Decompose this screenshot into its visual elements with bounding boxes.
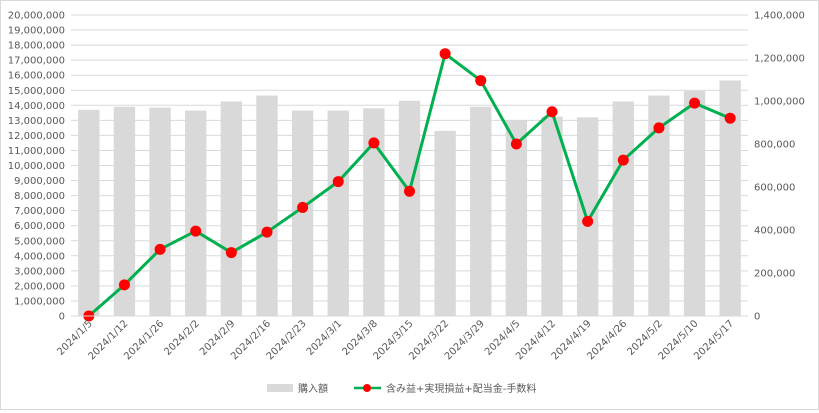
bar [505,120,528,316]
left-tick-label: 11,000,000 [8,146,65,157]
left-tick-label: 7,000,000 [14,206,65,217]
left-tick-label: 18,000,000 [8,41,65,52]
bar [256,95,278,316]
left-tick-label: 10,000,000 [8,161,65,172]
left-tick-label: 6,000,000 [14,221,65,232]
line-point [332,176,344,188]
left-tick-label: 9,000,000 [14,176,65,187]
line-point [261,226,273,238]
x-tick-label: 2024/2/2 [162,318,202,358]
left-tick-label: 2,000,000 [14,281,65,292]
bar [648,95,670,316]
x-tick-label: 2024/3/1 [305,318,345,358]
left-tick-label: 13,000,000 [8,116,65,127]
bar [78,109,100,316]
left-tick-label: 3,000,000 [14,266,65,277]
legend: 購入額 含み益+実現損益+配当金-手数料 [267,382,536,395]
line-point [510,138,522,150]
legend-label-bar: 購入額 [298,382,328,395]
line-point [546,106,558,118]
bar [434,130,456,316]
x-axis: 2024/1/52024/1/122024/1/262024/2/22024/2… [55,315,748,362]
line-point [582,215,594,227]
line-point [404,185,415,197]
bar [719,80,741,316]
legend-swatch-marker [363,384,371,392]
bar [470,106,492,317]
line-point [689,97,701,109]
right-tick-label: 400,000 [754,226,795,237]
right-tick-label: 0 [754,312,760,323]
left-tick-label: 14,000,000 [8,101,65,112]
line-point [653,122,665,134]
line-point [190,225,202,237]
line-series [83,48,736,322]
left-tick-label: 19,000,000 [8,26,65,37]
line-point [368,137,380,149]
line-point [617,154,629,166]
right-tick-label: 600,000 [754,183,795,194]
bar [113,106,136,317]
legend-swatch-bar [267,384,293,392]
bar [327,110,349,316]
bar [220,101,243,316]
bar [541,116,563,317]
right-tick-label: 1,200,000 [754,54,805,65]
left-tick-label: 20,000,000 [8,11,65,22]
right-tick-label: 800,000 [754,140,795,151]
line-point [154,243,166,255]
bar-series [78,80,741,317]
right-axis: 0 200,000 400,000 600,000 800,000 1,000,000 1,… [754,11,805,323]
left-tick-label: 0 [59,312,65,323]
left-tick-label: 15,000,000 [8,86,65,97]
left-tick-label: 17,000,000 [8,56,65,67]
bar [149,107,171,317]
left-tick-label: 4,000,000 [14,251,65,262]
legend-label-line: 含み益+実現損益+配当金-手数料 [386,382,536,395]
left-tick-label: 8,000,000 [14,191,65,202]
line-point [118,279,130,291]
right-tick-label: 200,000 [754,269,795,280]
bar [683,91,706,316]
right-tick-label: 1,400,000 [754,11,805,22]
line-point [439,48,451,60]
line-point [225,247,237,259]
line-point [297,201,309,213]
bar [363,108,385,316]
left-tick-label: 1,000,000 [14,296,65,307]
bar [612,101,634,316]
bar [291,110,314,316]
right-tick-label: 1,000,000 [754,97,805,108]
left-tick-label: 12,000,000 [8,131,65,142]
bar [185,110,207,316]
bar [398,100,421,316]
left-tick-label: 16,000,000 [8,71,65,82]
line-point [475,75,487,87]
left-tick-label: 5,000,000 [14,236,65,247]
line-point [724,112,736,124]
left-axis: 0 1,000,000 2,000,000 3,000,000 4,000,000 5,0… [8,11,65,323]
